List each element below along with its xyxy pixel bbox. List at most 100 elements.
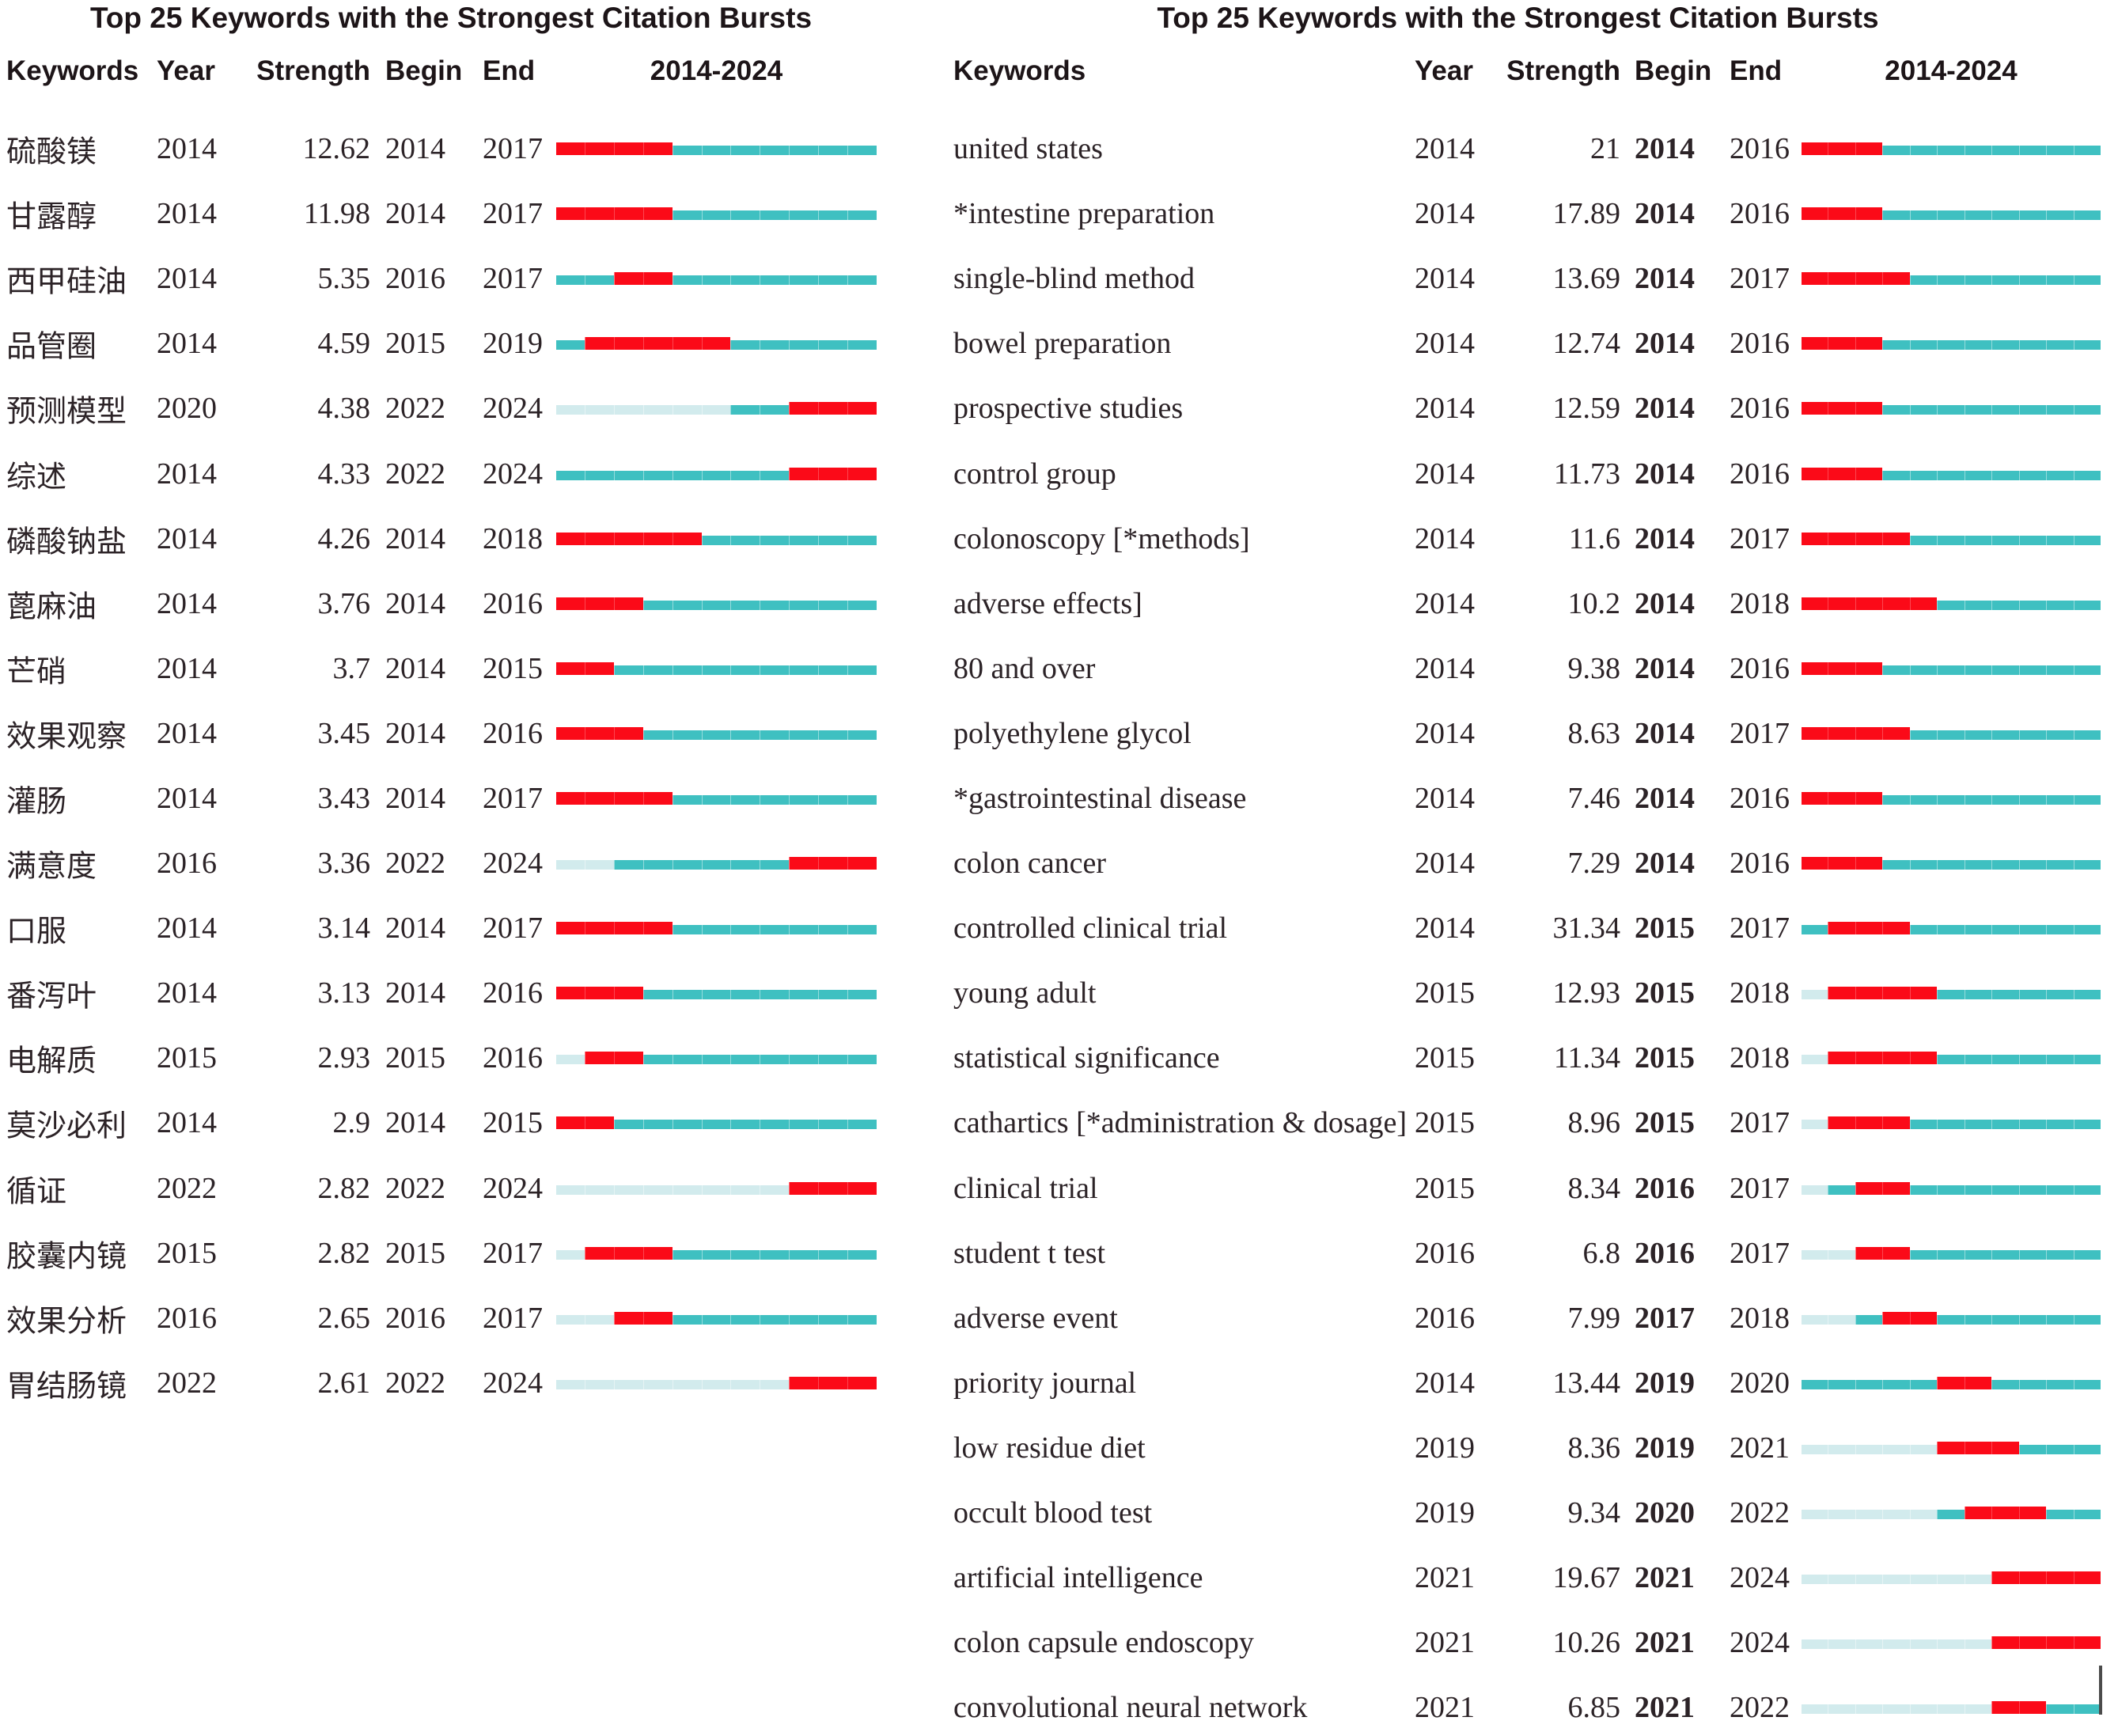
year-segment-burst bbox=[584, 337, 614, 351]
burst-row: 预测模型 2020 4.38 2022 2024 bbox=[0, 376, 902, 441]
year-segment-burst bbox=[1855, 532, 1883, 545]
keyword-label: adverse effects] bbox=[953, 586, 1142, 620]
year-value: 2014 bbox=[157, 1106, 217, 1140]
strength-value: 2.93 bbox=[317, 1041, 371, 1075]
year-segment-pre bbox=[1802, 1704, 1828, 1715]
year-segment-burst bbox=[1855, 791, 1883, 805]
year-segment-on bbox=[1964, 925, 1992, 935]
year-segment-burst bbox=[847, 1376, 877, 1389]
year-segment-burst bbox=[1828, 661, 1855, 675]
keyword-label: 效果观察 bbox=[6, 720, 127, 754]
keyword-label: united states bbox=[953, 132, 1103, 166]
burst-timeline-bar bbox=[1802, 1701, 2101, 1715]
year-segment-pre bbox=[556, 1184, 585, 1195]
year-segment-pre bbox=[1855, 1575, 1883, 1585]
year-segment-burst bbox=[642, 207, 673, 221]
year-segment-on bbox=[672, 1249, 702, 1260]
year-segment-on bbox=[789, 665, 819, 675]
strength-value: 8.63 bbox=[1567, 716, 1621, 750]
year-segment-burst bbox=[1855, 1052, 1883, 1065]
year-segment-burst bbox=[1828, 922, 1855, 935]
year-segment-burst bbox=[1828, 337, 1855, 351]
year-segment-pre bbox=[1802, 1249, 1828, 1260]
year-segment-on bbox=[672, 210, 702, 221]
year-segment-on bbox=[760, 535, 790, 545]
burst-timeline-bar bbox=[1802, 467, 2101, 480]
year-segment-on bbox=[701, 925, 731, 935]
year-segment-pre bbox=[584, 1314, 614, 1325]
year-segment-on bbox=[1909, 1379, 1938, 1389]
year-segment-on bbox=[730, 340, 760, 351]
year-segment-on bbox=[701, 1314, 731, 1325]
strength-value: 12.74 bbox=[1552, 327, 1621, 361]
end-value: 2016 bbox=[483, 1041, 543, 1075]
year-segment-burst bbox=[672, 532, 702, 545]
year-segment-on bbox=[701, 860, 731, 870]
strength-value: 3.14 bbox=[317, 912, 371, 946]
year-segment-on bbox=[613, 470, 643, 480]
burst-timeline-bar bbox=[556, 1311, 877, 1325]
year-segment-on bbox=[2073, 1704, 2101, 1715]
year-segment-burst bbox=[1828, 142, 1855, 156]
year-segment-on bbox=[701, 794, 731, 805]
year-segment-on bbox=[1882, 405, 1910, 415]
year-value: 2022 bbox=[157, 1366, 217, 1400]
end-value: 2016 bbox=[1730, 781, 1790, 815]
year-segment-on bbox=[2018, 1055, 2047, 1065]
burst-timeline-bar bbox=[556, 142, 877, 156]
year-segment-on bbox=[2046, 470, 2074, 480]
year-segment-on bbox=[2046, 1314, 2074, 1325]
year-segment-burst bbox=[613, 791, 643, 805]
year-segment-on bbox=[1909, 665, 1938, 675]
year-segment-on bbox=[672, 730, 702, 740]
end-value: 2024 bbox=[1730, 1626, 1790, 1660]
year-segment-on bbox=[672, 275, 702, 286]
burst-timeline-bar bbox=[1802, 1376, 2101, 1389]
year-segment-on bbox=[2046, 340, 2074, 351]
year-segment-on bbox=[2046, 925, 2074, 935]
year-segment-on bbox=[847, 794, 877, 805]
burst-timeline-bar bbox=[1802, 532, 2101, 545]
keyword-label: low residue diet bbox=[953, 1431, 1146, 1465]
year-segment-on bbox=[642, 665, 673, 675]
end-value: 2017 bbox=[1730, 262, 1790, 296]
end-value: 2017 bbox=[1730, 1171, 1790, 1205]
keyword-label: 效果分析 bbox=[6, 1305, 127, 1339]
year-segment-on bbox=[1964, 210, 1992, 221]
keyword-label: single-blind method bbox=[953, 262, 1195, 296]
burst-row: 电解质 2015 2.93 2015 2016 bbox=[0, 1025, 902, 1090]
column-headers: Keywords Year Strength Begin End 2014-20… bbox=[0, 55, 902, 90]
text-cursor-artifact bbox=[2099, 1666, 2102, 1715]
burst-timeline-bar bbox=[556, 1376, 877, 1389]
keyword-label: polyethylene glycol bbox=[953, 716, 1192, 750]
begin-value: 2022 bbox=[385, 847, 445, 881]
year-segment-on bbox=[1991, 275, 2019, 286]
year-segment-on bbox=[1991, 1120, 2019, 1130]
year-segment-burst bbox=[1802, 661, 1828, 675]
year-segment-on bbox=[847, 600, 877, 610]
strength-value: 13.44 bbox=[1552, 1366, 1621, 1400]
year-segment-on bbox=[760, 210, 790, 221]
burst-row: 莫沙必利 2014 2.9 2014 2015 bbox=[0, 1090, 902, 1155]
year-segment-on bbox=[1909, 794, 1938, 805]
year-segment-on bbox=[1937, 146, 1965, 156]
year-segment-on bbox=[1964, 794, 1992, 805]
year-segment-burst bbox=[613, 337, 643, 351]
year-segment-on bbox=[613, 665, 643, 675]
year-value: 2014 bbox=[1415, 132, 1475, 166]
year-segment-on bbox=[818, 925, 848, 935]
year-segment-on bbox=[730, 990, 760, 1000]
begin-value: 2019 bbox=[1635, 1431, 1695, 1465]
begin-value: 2015 bbox=[385, 327, 445, 361]
year-segment-pre bbox=[1964, 1704, 1992, 1715]
year-segment-pre bbox=[642, 405, 673, 415]
burst-timeline-bar bbox=[1802, 1311, 2101, 1325]
year-segment-burst bbox=[584, 597, 614, 610]
year-segment-burst bbox=[2046, 1571, 2074, 1585]
year-segment-pre bbox=[1802, 1120, 1828, 1130]
year-segment-burst bbox=[1802, 532, 1828, 545]
keyword-label: 胶囊内镜 bbox=[6, 1240, 127, 1274]
year-segment-on bbox=[1855, 1379, 1883, 1389]
year-segment-pre bbox=[556, 1314, 585, 1325]
